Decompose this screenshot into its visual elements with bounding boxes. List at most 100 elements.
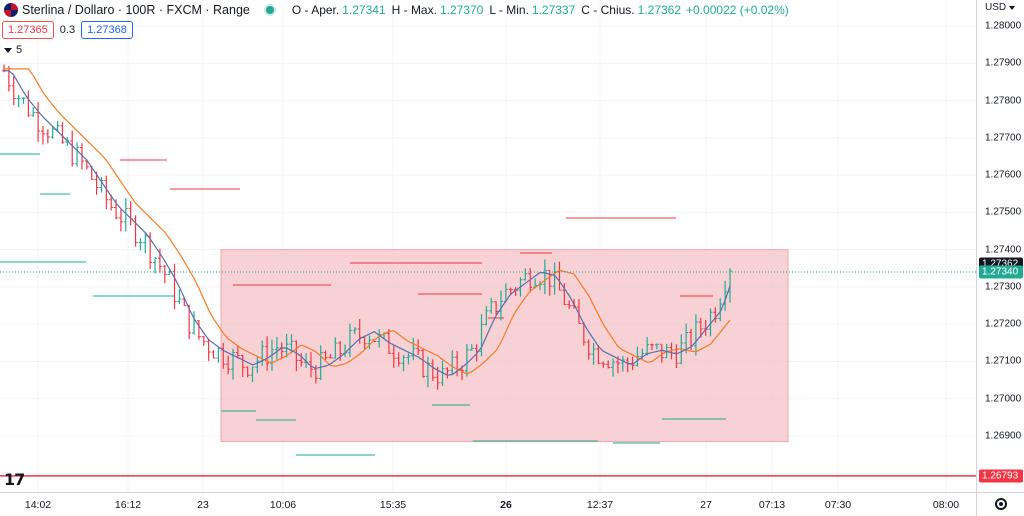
price-tick-label: 1.28000 bbox=[985, 20, 1022, 32]
low-label: L - Min. bbox=[489, 3, 529, 17]
time-tick-label: 15:35 bbox=[379, 499, 407, 511]
time-axis[interactable]: 14:02 16:12 23 10:06 15:35 26 12:37 27 07:13 07:3… bbox=[0, 492, 976, 516]
range-bar bbox=[377, 329, 382, 348]
range-bar bbox=[196, 320, 201, 340]
range-bar bbox=[138, 238, 143, 251]
range-bar bbox=[36, 102, 41, 142]
range-bar bbox=[401, 354, 406, 372]
range-bar bbox=[576, 299, 581, 324]
symbol-title[interactable]: Sterlina / Dollaro · 100R · FXCM · Range bbox=[22, 3, 250, 17]
chevron-down-icon bbox=[4, 47, 12, 53]
range-bar bbox=[299, 353, 304, 367]
range-bar bbox=[245, 366, 250, 378]
range-bar bbox=[386, 328, 391, 354]
low-value: 1.27337 bbox=[531, 3, 576, 17]
range-bar bbox=[216, 347, 221, 363]
range-bar bbox=[323, 350, 328, 360]
range-bar bbox=[75, 142, 80, 167]
range-bar bbox=[421, 348, 426, 378]
range-bar bbox=[591, 343, 596, 365]
range-bar bbox=[206, 338, 211, 361]
open-value: 1.27341 bbox=[342, 3, 386, 17]
range-zone bbox=[220, 249, 789, 443]
price-tick-label: 1.27100 bbox=[985, 355, 1022, 367]
range-bar bbox=[562, 283, 567, 306]
currency-selector[interactable]: USD bbox=[985, 2, 1016, 13]
range-bar bbox=[21, 97, 26, 104]
range-bar bbox=[60, 122, 65, 144]
range-bar bbox=[177, 289, 182, 304]
range-bar bbox=[118, 209, 123, 232]
range-bar bbox=[489, 297, 494, 314]
moving-average-fast bbox=[4, 70, 731, 376]
indicators-count: 5 bbox=[16, 44, 23, 56]
change-value: +0.00022 (+0.02%) bbox=[686, 3, 789, 17]
range-bar bbox=[352, 327, 357, 335]
settings-gear-icon[interactable] bbox=[995, 498, 1007, 510]
sell-price-chip[interactable]: 1.27365 bbox=[2, 21, 54, 39]
range-bar bbox=[396, 352, 401, 367]
tradingview-logo-icon[interactable]: 17 bbox=[4, 470, 25, 489]
gbpusd-flag-icon bbox=[4, 3, 18, 17]
indicators-toggle[interactable]: 5 bbox=[4, 44, 22, 56]
range-bar bbox=[698, 317, 703, 338]
time-tick-label: 26 bbox=[500, 499, 512, 511]
range-bar bbox=[620, 356, 625, 372]
range-bar bbox=[235, 345, 240, 359]
range-bar bbox=[6, 66, 11, 92]
price-axis[interactable]: USD 1.28000 1.27900 1.27800 1.27700 1.27600 1… bbox=[976, 0, 1024, 492]
range-bar bbox=[479, 314, 484, 357]
range-bar bbox=[606, 360, 611, 369]
symbol-legend[interactable]: Sterlina / Dollaro · 100R · FXCM · Range… bbox=[4, 2, 789, 18]
range-bar bbox=[294, 340, 299, 372]
range-bar bbox=[450, 350, 455, 375]
range-bar bbox=[240, 354, 245, 378]
range-bar bbox=[693, 314, 698, 356]
range-bar bbox=[425, 356, 430, 388]
time-tick-label: 07:13 bbox=[758, 499, 786, 511]
range-bar bbox=[328, 354, 333, 359]
range-bar bbox=[231, 348, 236, 380]
range-bar bbox=[50, 126, 55, 139]
range-boundary-lines bbox=[0, 153, 726, 456]
range-bar bbox=[153, 257, 158, 274]
range-bar bbox=[684, 323, 689, 354]
buy-price-chip[interactable]: 1.27368 bbox=[81, 21, 133, 39]
currency-label: USD bbox=[985, 2, 1007, 13]
range-bar bbox=[274, 337, 279, 360]
range-bar bbox=[635, 346, 640, 367]
range-bar bbox=[162, 264, 167, 284]
range-bar bbox=[411, 337, 416, 361]
price-tag[interactable]: 1.26793 bbox=[979, 469, 1023, 483]
range-bar bbox=[16, 95, 21, 108]
open-label: O - Aper. bbox=[291, 3, 340, 17]
range-bar bbox=[347, 323, 352, 358]
price-tag[interactable]: 1.27340 bbox=[979, 265, 1023, 279]
high-label: H - Max. bbox=[391, 3, 437, 17]
high-value: 1.27370 bbox=[439, 3, 484, 17]
price-tick-label: 1.27400 bbox=[985, 244, 1022, 256]
chart-grid bbox=[0, 0, 976, 492]
price-tick-label: 1.26900 bbox=[985, 430, 1022, 442]
range-bar bbox=[586, 339, 591, 360]
range-bar bbox=[469, 344, 474, 351]
bid-ask-chips: 1.27365 0.3 1.27368 bbox=[2, 21, 133, 39]
range-bar bbox=[211, 350, 216, 359]
price-chart[interactable] bbox=[0, 0, 976, 492]
range-bar bbox=[718, 298, 723, 322]
range-bar bbox=[650, 343, 655, 350]
moving-average-slow bbox=[4, 68, 731, 375]
time-tick-label: 08:00 bbox=[932, 499, 960, 511]
range-bar bbox=[133, 215, 138, 247]
range-bar bbox=[79, 143, 84, 170]
range-bar bbox=[391, 345, 396, 368]
market-status-icon[interactable] bbox=[265, 6, 274, 14]
range-bar bbox=[109, 194, 114, 211]
range-bar bbox=[31, 107, 36, 118]
time-tick-label: 07:30 bbox=[824, 499, 852, 511]
range-bar bbox=[542, 259, 547, 295]
price-tick-label: 1.27600 bbox=[985, 169, 1022, 181]
time-tick-label: 16:12 bbox=[114, 499, 142, 511]
range-bar bbox=[318, 345, 323, 381]
range-bar bbox=[255, 356, 260, 374]
